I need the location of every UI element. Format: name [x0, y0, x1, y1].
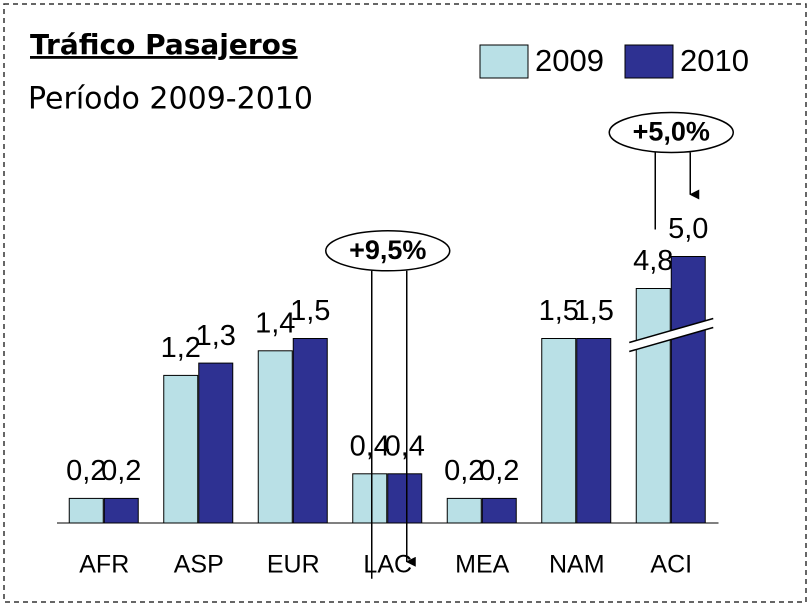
annotation-ellipse [608, 111, 734, 154]
x-tick-label: EUR [267, 551, 320, 579]
bar [68, 497, 104, 524]
bar [352, 473, 388, 524]
data-label: 1,5 [290, 295, 330, 327]
bar [446, 497, 482, 524]
data-label: 1,5 [574, 295, 614, 327]
legend-swatch [479, 44, 529, 79]
bar [576, 338, 612, 524]
bar [103, 497, 139, 524]
frame [3, 3, 807, 603]
data-label: 1,5 [539, 295, 579, 327]
legend-swatch [624, 44, 674, 79]
axis-break-line [629, 326, 714, 353]
data-label: 1,2 [161, 332, 201, 364]
bar [481, 497, 517, 524]
x-tick-label: LAC [363, 551, 412, 579]
annotation: +9,5% [349, 235, 426, 265]
axis-break [629, 318, 714, 352]
bar [198, 362, 234, 524]
x-tick-label: ASP [174, 551, 224, 579]
bar [635, 288, 671, 524]
chart-subtitle: Período 2009-2010 [28, 82, 313, 117]
chart-title: Tráfico Pasajeros [30, 28, 298, 61]
bar [163, 374, 199, 524]
data-label: 0,4 [385, 430, 425, 462]
annotation-ellipse [325, 230, 451, 272]
bar [257, 350, 293, 524]
data-label: 0,2 [479, 455, 519, 487]
bar [670, 256, 706, 524]
bar [541, 338, 577, 524]
bar [387, 473, 423, 524]
annotation: +5,0% [633, 117, 710, 147]
data-label: 5,0 [668, 213, 708, 245]
x-tick-label: MEA [455, 551, 510, 579]
data-label: 1,3 [196, 320, 236, 352]
data-label: 0,2 [66, 455, 106, 487]
x-tick-label: ACI [650, 551, 692, 579]
x-tick-label: NAM [549, 551, 605, 579]
data-label: 0,4 [350, 430, 390, 462]
data-label: 1,4 [255, 307, 295, 339]
x-tick-label: AFR [79, 551, 129, 579]
bar [292, 338, 328, 524]
data-label: 4,8 [633, 245, 673, 277]
data-label: 0,2 [101, 455, 141, 487]
legend-label: 2010 [680, 43, 749, 78]
axis-break-line [629, 317, 714, 344]
data-label: 0,2 [444, 455, 484, 487]
legend-label: 2009 [535, 43, 604, 78]
